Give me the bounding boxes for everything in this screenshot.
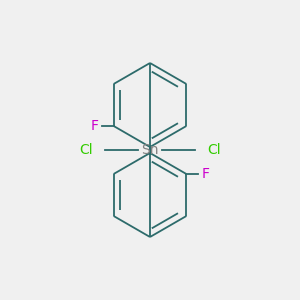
Text: Sn: Sn (141, 143, 159, 157)
Text: Cl: Cl (80, 143, 93, 157)
Text: F: F (91, 119, 99, 133)
Text: F: F (201, 167, 209, 181)
Text: Cl: Cl (207, 143, 220, 157)
